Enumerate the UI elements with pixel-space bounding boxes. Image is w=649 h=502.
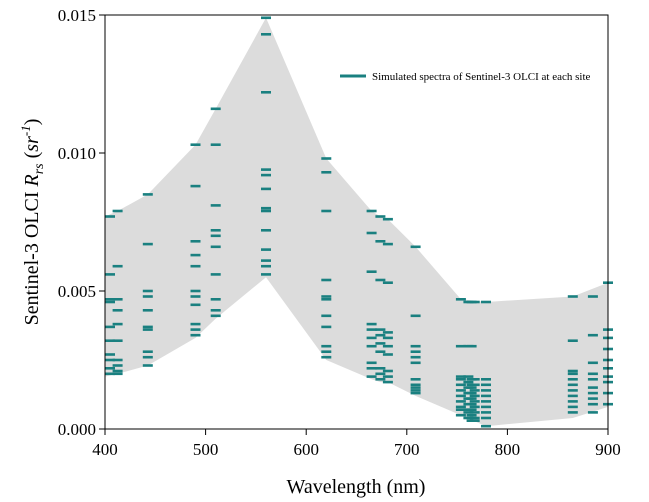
y-tick-label-1: 0.005: [58, 282, 96, 301]
x-tick-label-5: 900: [595, 440, 621, 459]
x-tick-label-4: 800: [495, 440, 521, 459]
spectra-envelope: [105, 17, 608, 427]
y-axis-title: Sentinel-3 OLCI Rrs (sr-1): [18, 119, 47, 326]
y-axis-title-symbol: R: [21, 174, 43, 187]
x-axis-title: Wavelength (nm): [287, 476, 426, 498]
y-axis-title-subscript: rs: [32, 163, 47, 174]
y-axis-title-superscript: -1: [18, 125, 33, 136]
y-tick-label-3: 0.015: [58, 6, 96, 25]
y-tick-label-0: 0.000: [58, 420, 96, 439]
y-axis-title-prefix: Sentinel-3 OLCI: [21, 187, 43, 326]
x-tick-label-3: 700: [394, 440, 420, 459]
axes-layer: 400 500 600 700 800 900 0.000 0.005 0.010 0.015: [58, 6, 621, 459]
y-tick-label-2: 0.010: [58, 144, 96, 163]
legend-label: Simulated spectra of Sentinel-3 OLCI at …: [372, 71, 591, 83]
y-axis-title-unit: sr: [21, 136, 43, 152]
plot-frame: [104, 14, 609, 430]
x-tick-label-0: 400: [92, 440, 118, 459]
x-tick-label-2: 600: [293, 440, 319, 459]
y-axis-title-unit-open: (: [21, 151, 43, 163]
y-axis-title-unit-close: ): [21, 119, 43, 126]
x-tick-label-1: 500: [193, 440, 219, 459]
legend: Simulated spectra of Sentinel-3 OLCI at …: [340, 71, 591, 83]
